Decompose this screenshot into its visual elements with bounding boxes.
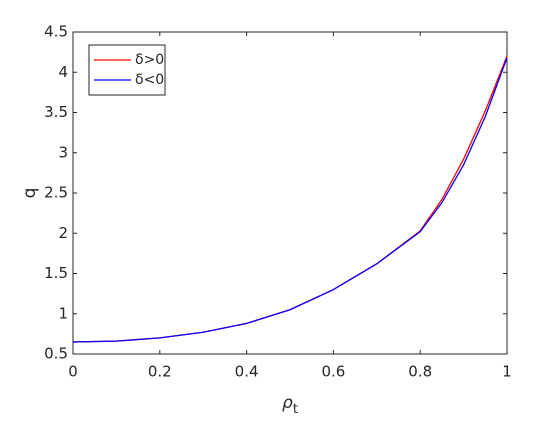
y-tick-label: 4 [58, 63, 68, 81]
x-tick-label: 0 [68, 363, 78, 381]
y-tick-label: 1.5 [44, 264, 68, 282]
y-tick-label: 3 [58, 143, 68, 161]
y-tick-label: 1 [58, 304, 68, 322]
series-line [72, 57, 508, 343]
y-tick-label: 2.5 [44, 184, 68, 202]
x-tick-label: 0.6 [321, 363, 345, 381]
legend-box [88, 44, 166, 96]
y-tick-label: 4.5 [44, 23, 68, 41]
x-tick-label: 0.8 [408, 363, 432, 381]
legend-label: δ<0 [135, 72, 164, 88]
x-axis-label: ρt [282, 393, 298, 417]
y-tick-label: 3.5 [44, 103, 68, 121]
x-label-subscript: t [293, 402, 298, 417]
y-tick-label: 2 [58, 224, 68, 242]
x-tick-label: 0.2 [148, 363, 172, 381]
y-axis-label: q [20, 188, 40, 199]
x-tick-label: 0.4 [235, 363, 259, 381]
legend-label: δ>0 [135, 52, 164, 68]
x-tick-label: 1 [502, 363, 512, 381]
x-label-symbol: ρ [282, 393, 293, 413]
y-tick-label: 0.5 [44, 345, 68, 363]
